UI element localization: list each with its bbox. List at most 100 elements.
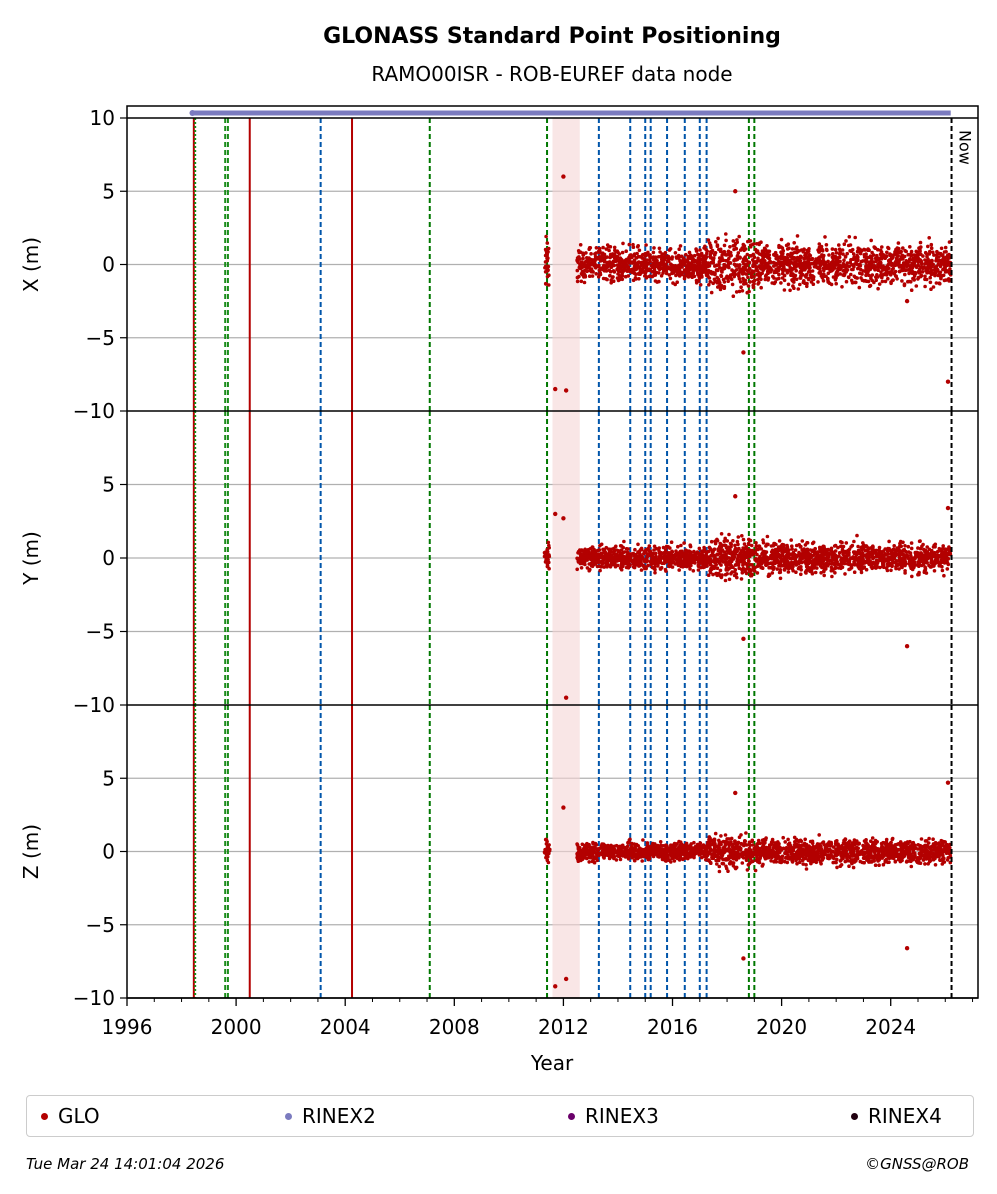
glo-point bbox=[732, 555, 737, 559]
glo-point bbox=[724, 562, 728, 567]
glo-point bbox=[772, 276, 776, 280]
glo-point bbox=[922, 569, 927, 573]
glo-point bbox=[654, 270, 659, 275]
glo-point bbox=[739, 577, 744, 581]
glo-point bbox=[940, 547, 944, 551]
glo-point bbox=[656, 266, 661, 270]
glo-point bbox=[874, 278, 878, 283]
glo-point bbox=[852, 570, 857, 574]
glo-point bbox=[802, 279, 806, 283]
glo-point bbox=[719, 283, 724, 288]
glo-point bbox=[542, 554, 547, 559]
shaded-interval bbox=[552, 118, 580, 411]
glo-point bbox=[929, 550, 934, 554]
glo-point bbox=[772, 252, 776, 257]
glo-point bbox=[708, 569, 712, 573]
glo-point bbox=[657, 555, 662, 560]
glo-point bbox=[633, 547, 637, 552]
glo-point bbox=[751, 262, 756, 267]
glo-point bbox=[876, 275, 880, 279]
glo-point bbox=[807, 261, 812, 266]
glo-point bbox=[889, 568, 893, 573]
glo-point bbox=[941, 253, 945, 257]
glo-point bbox=[929, 246, 934, 250]
glo-point bbox=[934, 253, 939, 257]
glo-point bbox=[879, 270, 883, 274]
glo-point bbox=[718, 247, 723, 252]
glo-point bbox=[652, 260, 657, 265]
glo-point bbox=[615, 267, 619, 272]
glo-point bbox=[733, 568, 738, 572]
glo-point bbox=[808, 552, 813, 557]
glo-point bbox=[737, 276, 742, 281]
glo-point bbox=[594, 246, 599, 250]
glo-point bbox=[582, 268, 587, 273]
glo-point bbox=[649, 562, 653, 567]
glo-point bbox=[793, 548, 798, 552]
glo-point bbox=[575, 567, 579, 572]
glo-point bbox=[942, 262, 946, 266]
glo-point bbox=[780, 250, 785, 254]
glo-point bbox=[838, 540, 843, 544]
glo-point bbox=[841, 261, 846, 266]
glo-point bbox=[877, 545, 882, 550]
glo-point bbox=[812, 264, 817, 269]
glo-point bbox=[918, 546, 923, 551]
glo-point bbox=[636, 254, 641, 259]
glo-point bbox=[734, 246, 739, 251]
glo-point bbox=[893, 251, 897, 255]
glo-point bbox=[934, 264, 939, 269]
glo-point bbox=[578, 243, 583, 247]
glo-point bbox=[545, 564, 550, 568]
glo-point bbox=[635, 245, 640, 249]
glo-point bbox=[646, 845, 650, 850]
glo-point bbox=[633, 561, 638, 565]
glo-point bbox=[782, 273, 787, 278]
glo-point bbox=[709, 290, 714, 295]
glo-point bbox=[783, 555, 787, 560]
glo-point bbox=[700, 844, 705, 848]
glo-point bbox=[616, 278, 621, 283]
chart-title: GLONASS Standard Point Positioning bbox=[323, 24, 781, 49]
glo-point bbox=[719, 259, 723, 263]
glo-point bbox=[898, 539, 903, 544]
glo-point bbox=[683, 270, 687, 274]
glo-point bbox=[892, 263, 896, 268]
glo-point bbox=[709, 553, 713, 558]
glo-point bbox=[665, 259, 670, 264]
glo-point bbox=[935, 259, 940, 263]
chart-subtitle: RAMO00ISR - ROB-EUREF data node bbox=[371, 62, 732, 86]
glo-point bbox=[845, 251, 849, 256]
glo-point bbox=[748, 254, 753, 258]
glo-point bbox=[766, 574, 771, 578]
glo-point bbox=[761, 268, 765, 273]
glo-point bbox=[903, 544, 907, 548]
glo-point bbox=[706, 261, 710, 265]
glo-point bbox=[820, 545, 825, 550]
glo-point bbox=[791, 555, 796, 560]
shaded-interval bbox=[552, 705, 580, 998]
glo-point bbox=[904, 259, 909, 263]
glo-point bbox=[880, 279, 885, 284]
glo-point bbox=[934, 281, 939, 285]
glo-point bbox=[732, 244, 737, 248]
glo-point bbox=[865, 552, 870, 556]
glo-point bbox=[743, 278, 748, 283]
glo-point bbox=[585, 556, 589, 560]
glo-point bbox=[864, 273, 868, 278]
glo-point bbox=[738, 255, 742, 260]
glo-point bbox=[929, 242, 934, 247]
glo-point bbox=[702, 547, 707, 552]
glo-point bbox=[745, 263, 749, 268]
glo-point bbox=[695, 843, 700, 848]
glo-point bbox=[669, 540, 674, 544]
glo-point bbox=[862, 255, 867, 259]
glo-point bbox=[657, 246, 662, 251]
glo-point bbox=[730, 558, 734, 562]
glo-point bbox=[689, 261, 693, 266]
glo-point bbox=[933, 268, 937, 273]
glo-point bbox=[813, 570, 818, 575]
glo-point bbox=[867, 284, 872, 289]
glo-point bbox=[805, 284, 809, 289]
glo-point bbox=[664, 569, 668, 573]
